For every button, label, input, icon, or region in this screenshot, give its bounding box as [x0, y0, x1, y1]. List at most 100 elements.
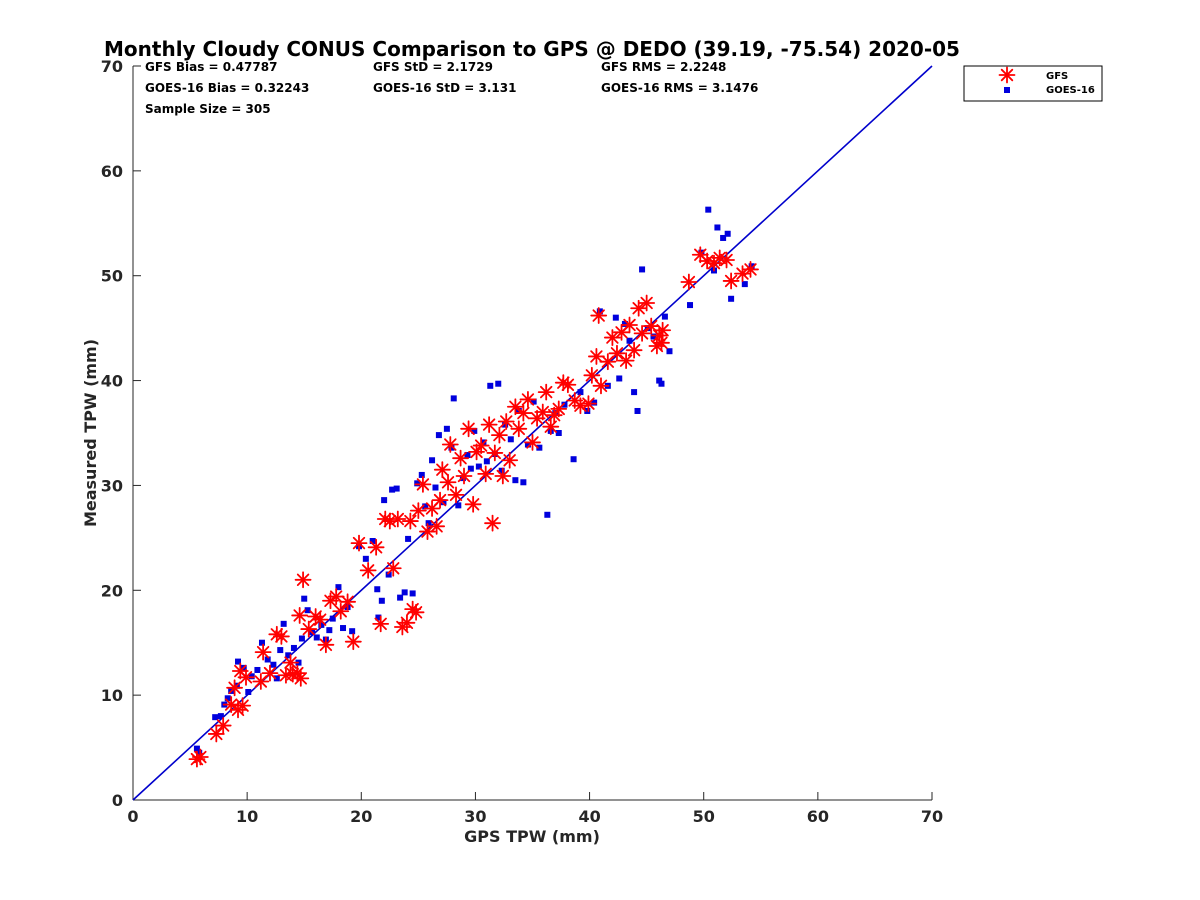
gfs-point: [261, 664, 279, 682]
goes-16-point: [335, 584, 342, 591]
goes-16-point: [450, 395, 457, 402]
goes-16-point: [254, 666, 261, 673]
gfs-point: [484, 514, 501, 532]
gfs-point: [501, 451, 519, 469]
gfs-point: [630, 299, 648, 317]
goes-16-point: [467, 465, 474, 472]
goes-16-point: [577, 389, 584, 396]
goes-16-point: [596, 308, 603, 315]
goes-16-point: [340, 625, 347, 632]
legend-gfs-label: GFS: [1046, 71, 1068, 82]
goes-16-point: [555, 430, 562, 436]
gfs-point: [742, 261, 759, 278]
goes-16-point: [381, 497, 388, 504]
goes-16-point: [270, 661, 277, 668]
gfs-point: [401, 512, 419, 530]
plot-area: 0 10 20 30 40 50 60 70 0 10 20 30 40 50 60 70: [101, 57, 943, 826]
gfs-point: [464, 495, 482, 513]
goes-16-point: [378, 597, 385, 604]
gfs-bias-text: GFS Bias = 0.47787: [145, 60, 277, 74]
gfs-point: [519, 391, 537, 408]
gfs-point: [282, 654, 299, 672]
goes-16-point: [520, 479, 527, 486]
goes-16-point: [724, 230, 731, 237]
goes-16-point: [304, 607, 311, 614]
goes-16-point: [196, 749, 203, 756]
gfs-point: [722, 272, 740, 290]
gfs-point: [534, 403, 552, 421]
stats-annotation: GFS Bias = 0.47787 GFS StD = 2.1729 GFS …: [145, 60, 758, 116]
gfs-point: [372, 615, 390, 633]
goes-16-point: [414, 480, 421, 487]
y-tick-label: 50: [101, 267, 123, 286]
gfs-point: [311, 611, 329, 629]
goes-16-point: [741, 281, 748, 288]
gfs-point: [455, 467, 473, 485]
gfs-point: [542, 418, 560, 436]
gfs-point: [559, 376, 577, 394]
goes-16-point: [193, 745, 200, 752]
x-tick-label: 50: [693, 807, 715, 826]
goes-16-point: [544, 511, 551, 518]
goes-16-point: [298, 635, 305, 642]
goes-16-point: [720, 234, 727, 241]
gfs-point: [292, 669, 310, 687]
gfs-point: [339, 593, 356, 611]
gfs-point: [214, 717, 232, 734]
gfs-point: [514, 404, 532, 422]
goes-16-point: [748, 263, 755, 270]
goes-16-point: [435, 432, 442, 439]
x-tick-label: 10: [236, 807, 258, 826]
x-tick-label: 0: [127, 807, 138, 826]
gfs-point: [409, 502, 427, 519]
gfs-point: [588, 348, 605, 365]
gfs-rms-text: GFS RMS = 2.2248: [601, 60, 726, 74]
goes-16-point: [498, 467, 505, 474]
y-tick-label: 0: [112, 791, 123, 810]
x-tick-label: 70: [921, 807, 943, 826]
goes-16-point: [290, 644, 297, 651]
gfs-point: [300, 620, 318, 638]
gfs-point: [583, 366, 601, 384]
gfs-point: [537, 383, 555, 401]
goes-rms-text: GOES-16 RMS = 3.1476: [601, 81, 758, 95]
gfs-point: [452, 449, 469, 467]
goes-16-point: [464, 452, 471, 459]
goes-16-point: [429, 457, 436, 464]
goes-16-point: [212, 714, 219, 721]
gfs-point: [642, 317, 660, 335]
one-to-one-reference-line: [132, 65, 933, 801]
gfs-point: [272, 628, 290, 645]
legend: GFS GOES-16: [963, 65, 1103, 102]
goes-16-point: [301, 595, 308, 602]
gfs-point: [718, 251, 735, 269]
goes-16-point: [329, 615, 336, 622]
goes-16-point: [502, 421, 509, 428]
goes-16-point: [634, 407, 641, 414]
goes-16-point: [362, 555, 369, 562]
gfs-point: [226, 679, 243, 697]
gfs-point: [389, 510, 407, 528]
goes-16-point: [714, 224, 721, 231]
gfs-point: [633, 324, 651, 342]
goes-16-point: [369, 538, 376, 545]
gfs-point: [254, 643, 272, 661]
goes-16-point: [658, 380, 665, 387]
goes-16-point: [650, 333, 657, 340]
goes-16-point: [389, 486, 396, 493]
legend-gfs-marker: [998, 66, 1016, 84]
goes-16-point: [385, 571, 392, 578]
gfs-point: [344, 633, 362, 651]
legend-goes-16-marker: [1004, 87, 1010, 93]
goes-16-point: [687, 302, 694, 309]
goes-16-point: [536, 444, 543, 451]
legend-gfs-symbol: [998, 66, 1016, 84]
goes-16-point: [705, 206, 712, 213]
goes-16-point: [631, 389, 638, 396]
chart-title: Monthly Cloudy CONUS Comparison to GPS @…: [104, 37, 960, 61]
goes-16-point: [475, 463, 482, 470]
gfs-point: [428, 517, 446, 535]
gfs-point: [638, 294, 656, 312]
goes-16-point: [285, 652, 292, 659]
